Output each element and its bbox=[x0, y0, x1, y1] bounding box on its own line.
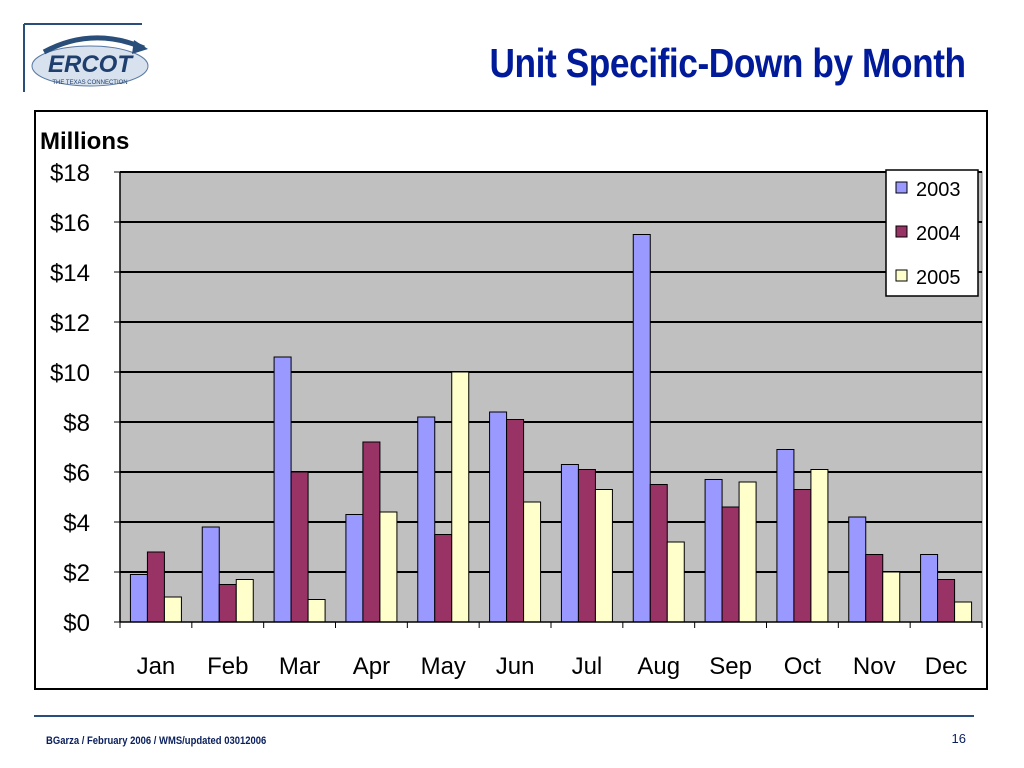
bar-2003-nov bbox=[848, 516, 867, 623]
bar-2003-dec bbox=[920, 554, 939, 623]
plot-area bbox=[119, 171, 983, 623]
x-tick-label: Jan bbox=[137, 653, 176, 680]
legend-swatch-2005 bbox=[895, 269, 908, 282]
bar-2003-sep bbox=[704, 479, 723, 623]
x-tick-label: Apr bbox=[353, 653, 390, 680]
bar-2005-nov bbox=[882, 571, 901, 623]
legend-swatch-2003 bbox=[895, 181, 908, 194]
bar-2005-jul bbox=[594, 489, 613, 623]
bar-2004-oct bbox=[793, 489, 812, 623]
bar-2005-apr bbox=[379, 511, 398, 623]
y-tick-label: $14 bbox=[50, 260, 90, 287]
bar-2004-mar bbox=[290, 471, 309, 623]
x-tick-label: Jun bbox=[496, 653, 535, 680]
bar-2005-aug bbox=[666, 541, 685, 623]
bar-2003-jul bbox=[560, 464, 579, 623]
y-tick-label: $16 bbox=[50, 210, 90, 237]
y-axis-label: Millions bbox=[40, 128, 129, 155]
slide-title: Unit Specific-Down by Month bbox=[489, 40, 967, 86]
x-tick-label: Dec bbox=[925, 653, 968, 680]
x-tick-label: Mar bbox=[279, 653, 320, 680]
y-tick-label: $10 bbox=[50, 360, 90, 387]
bar-2004-nov bbox=[865, 554, 884, 623]
legend-label-2004: 2004 bbox=[916, 223, 961, 245]
y-tick-label: $8 bbox=[63, 410, 90, 437]
x-tick-label: Oct bbox=[784, 653, 822, 680]
bar-2003-jan bbox=[129, 574, 148, 623]
x-tick-label: Sep bbox=[709, 653, 752, 680]
bar-2003-jun bbox=[489, 411, 508, 623]
y-tick-label: $18 bbox=[50, 160, 90, 187]
bar-2004-jul bbox=[577, 469, 596, 623]
bar-2004-dec bbox=[937, 579, 956, 623]
chart-frame: $0 $2 $4 $6 $8 $10 $12 $14 $16 $18 Millions Jan Feb M… bbox=[34, 110, 988, 690]
bar-2003-aug bbox=[632, 234, 651, 623]
bar-2005-jan bbox=[163, 596, 182, 623]
x-tick-label: Nov bbox=[853, 653, 896, 680]
y-tick-label: $4 bbox=[63, 510, 90, 537]
bar-2003-oct bbox=[776, 449, 795, 623]
logo-wordmark: ERCOT bbox=[48, 51, 134, 78]
bar-2004-jun bbox=[506, 419, 525, 623]
x-tick-label: Aug bbox=[637, 653, 680, 680]
y-tick-label: $12 bbox=[50, 310, 90, 337]
bar-2004-apr bbox=[362, 441, 381, 623]
bar-2004-feb bbox=[218, 584, 237, 623]
ercot-logo-graphic: ERCOT THE TEXAS CONNECTION bbox=[23, 23, 149, 92]
footer-divider bbox=[34, 715, 974, 717]
footer-credit: BGarza / February 2006 / WMS/updated 030… bbox=[46, 735, 267, 747]
bar-2003-feb bbox=[201, 526, 220, 623]
bar-2003-apr bbox=[345, 514, 364, 623]
legend-label-2005: 2005 bbox=[916, 267, 961, 289]
bar-2005-feb bbox=[235, 579, 254, 623]
bar-2004-may bbox=[434, 534, 453, 623]
ercot-logo: ERCOT THE TEXAS CONNECTION bbox=[22, 22, 160, 94]
bar-2003-may bbox=[417, 416, 436, 623]
y-tick-label: $6 bbox=[63, 460, 90, 487]
x-tick-label: Feb bbox=[207, 653, 248, 680]
x-tick-label: Jul bbox=[572, 653, 603, 680]
bar-2005-dec bbox=[954, 601, 973, 623]
page-number: 16 bbox=[951, 731, 966, 746]
bar-2005-mar bbox=[307, 599, 326, 623]
legend-label-2003: 2003 bbox=[916, 179, 961, 201]
y-tick-label: $0 bbox=[63, 610, 90, 637]
bar-2005-oct bbox=[810, 469, 829, 623]
logo-tagline: THE TEXAS CONNECTION bbox=[52, 80, 127, 86]
bar-2003-mar bbox=[273, 356, 292, 623]
bar-2004-jan bbox=[146, 551, 165, 623]
bar-2005-jun bbox=[523, 501, 542, 623]
bar-2004-sep bbox=[721, 506, 740, 623]
bar-chart: $0 $2 $4 $6 $8 $10 $12 $14 $16 $18 Millions Jan Feb M… bbox=[40, 128, 983, 680]
x-tick-label: May bbox=[421, 653, 466, 680]
legend-swatch-2004 bbox=[895, 225, 908, 238]
y-tick-label: $2 bbox=[63, 560, 90, 587]
bar-2004-aug bbox=[649, 484, 668, 623]
bar-2005-may bbox=[451, 371, 470, 623]
bar-2005-sep bbox=[738, 481, 757, 623]
